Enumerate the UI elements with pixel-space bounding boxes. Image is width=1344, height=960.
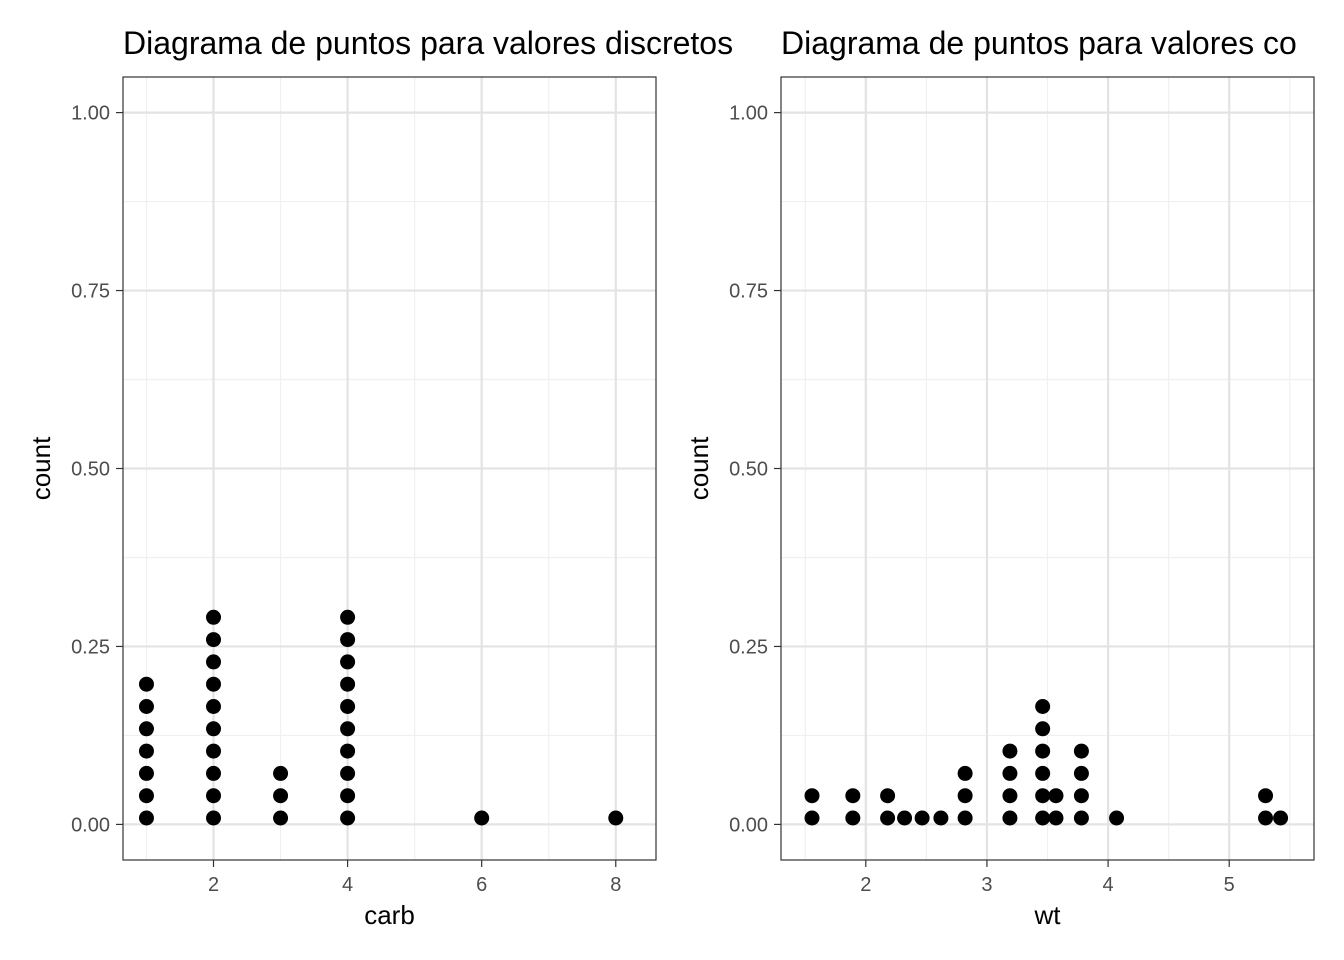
data-dot [1035,721,1051,737]
data-dot [880,788,896,804]
data-dot [340,721,356,737]
data-dot [138,788,154,804]
data-dot [206,765,222,781]
data-dot [1035,699,1051,714]
grid [781,77,1314,860]
y-tick-label: 1.00 [729,103,768,125]
data-dot [897,810,913,826]
x-tick-label: 2 [208,874,219,896]
y-tick-label: 0.25 [71,636,110,658]
data-dot [804,788,820,804]
y-axis-label: count [26,436,56,500]
data-dot [804,810,820,826]
data-dot [340,609,356,625]
data-dot [1073,810,1089,826]
data-dot [1073,788,1089,804]
data-dot [206,632,222,648]
data-dot [273,765,289,781]
data-dot [138,699,154,714]
axes: 2 4 6 8 0.00 0.25 0.50 0.75 1.00 [71,103,621,896]
data-dot [340,632,356,648]
data-dot [340,765,356,781]
data-dot [957,765,973,781]
dots [138,609,624,826]
data-dot [206,788,222,804]
data-dot [1073,765,1089,781]
x-tick-label: 6 [476,874,487,896]
data-dot [957,788,973,804]
data-dot [206,609,222,625]
y-axis-label: count [684,436,714,500]
x-tick-label: 4 [1103,874,1114,896]
y-tick-label: 0.00 [71,814,110,836]
data-dot [340,743,356,759]
y-tick-label: 0.50 [71,459,110,481]
data-dot [1048,788,1064,804]
data-dot [1073,743,1089,759]
data-dot [340,810,356,826]
data-dot [1035,810,1051,826]
data-dot [1035,765,1051,781]
dotplot-panel-continuous: Diagrama de puntos para valores co 2 3 4 5 0… [684,25,1315,930]
data-dot [206,699,222,714]
data-dot [138,810,154,826]
data-dot [957,810,973,826]
data-dot [138,765,154,781]
data-dot [845,788,861,804]
dots [804,699,1289,826]
data-dot [273,810,289,826]
x-tick-label: 2 [860,874,871,896]
data-dot [1048,810,1064,826]
data-dot [340,676,356,692]
data-dot [138,743,154,759]
data-dot [1035,743,1051,759]
y-tick-label: 0.25 [729,636,768,658]
data-dot [138,721,154,737]
x-axis-label: carb [364,900,415,930]
x-tick-label: 5 [1224,874,1235,896]
data-dot [206,654,222,670]
data-dot [1002,765,1018,781]
data-dot [933,810,949,826]
chart-title: Diagrama de puntos para valores discreto… [123,25,733,61]
data-dot [608,810,624,826]
data-dot [340,788,356,804]
axes: 2 3 4 5 0.00 0.25 0.50 0.75 1.00 [729,103,1235,896]
y-tick-label: 0.75 [71,281,110,303]
data-dot [1002,743,1018,759]
dotplot-panel-discrete: Diagrama de puntos para valores discreto… [26,25,733,930]
chart-title: Diagrama de puntos para valores co [781,25,1297,61]
data-dot [206,676,222,692]
y-tick-label: 0.00 [729,814,768,836]
data-dot [1258,788,1274,804]
x-tick-label: 8 [610,874,621,896]
data-dot [1035,788,1051,804]
x-tick-label: 4 [342,874,353,896]
data-dot [138,676,154,692]
y-tick-label: 0.75 [729,281,768,303]
x-axis-label: wt [1034,900,1062,930]
data-dot [1002,810,1018,826]
data-dot [340,654,356,670]
data-dot [845,810,861,826]
data-dot [880,810,896,826]
data-dot [206,721,222,737]
data-dot [340,699,356,714]
y-tick-label: 1.00 [71,103,110,125]
data-dot [474,810,490,826]
data-dot [1002,788,1018,804]
x-tick-label: 3 [981,874,992,896]
grid [123,77,656,860]
data-dot [206,810,222,826]
data-dot [206,743,222,759]
data-dot [273,788,289,804]
data-dot [914,810,930,826]
data-dot [1258,810,1274,826]
y-tick-label: 0.50 [729,459,768,481]
data-dot [1109,810,1125,826]
data-dot [1273,810,1289,826]
